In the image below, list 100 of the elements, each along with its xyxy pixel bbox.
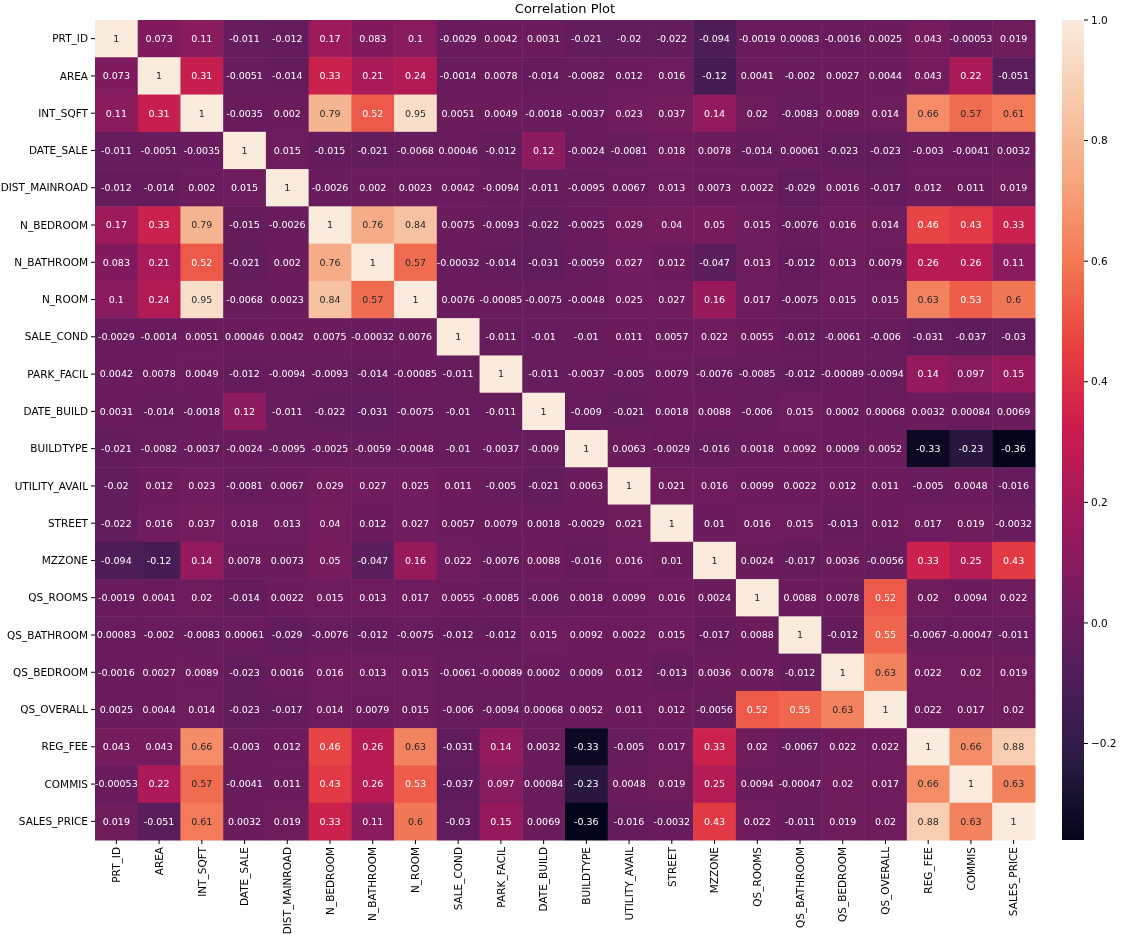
data-label: 0.0078 [142, 368, 176, 380]
data-label: 0.0036 [697, 666, 732, 678]
data-label: -0.0024 [226, 442, 263, 454]
data-label: -0.01 [531, 331, 556, 343]
data-label: 0.79 [319, 107, 341, 119]
data-label: -0.0082 [568, 70, 605, 82]
data-label: 0.0024 [697, 592, 732, 604]
data-label: -0.016 [613, 815, 645, 827]
data-label: 0.012 [829, 480, 857, 492]
x-tick-label: COMMIS [964, 846, 977, 891]
data-label: 0.15 [1003, 368, 1025, 380]
data-label: -0.011 [998, 629, 1029, 641]
data-label: -0.0085 [738, 368, 776, 380]
data-label: -0.023 [827, 144, 859, 156]
data-label: -0.0037 [568, 107, 605, 119]
data-label: 0.022 [743, 815, 771, 827]
data-label: -0.0061 [824, 331, 862, 343]
data-label: 0.012 [914, 182, 942, 194]
data-label: -0.006 [741, 405, 773, 417]
data-label: 0.022 [914, 666, 942, 678]
data-label: 0.12 [533, 144, 555, 156]
data-label: 0.016 [658, 70, 686, 82]
color-bar-label: −0.2 [1091, 737, 1117, 750]
data-label: 0.33 [917, 554, 939, 566]
data-label: 0.043 [914, 70, 942, 82]
y-tick-label: N_ROOM [42, 293, 88, 307]
data-label: 0.0032 [227, 815, 262, 827]
data-label: -0.006 [442, 703, 474, 715]
data-label: 0.31 [191, 70, 213, 82]
data-label: -0.037 [955, 331, 987, 343]
data-label: -0.12 [146, 554, 172, 566]
data-label: 0.0016 [270, 666, 304, 678]
data-label: 1 [156, 70, 163, 82]
data-label: 0.63 [917, 293, 939, 305]
data-label: 1 [626, 480, 633, 492]
data-label: -0.0075 [781, 293, 819, 305]
data-label: 0.79 [191, 219, 213, 231]
data-label: 0.0075 [441, 219, 475, 231]
data-label: 0.02 [960, 666, 982, 678]
color-bar-label: 0.8 [1091, 134, 1108, 147]
data-label: -0.36 [574, 815, 599, 827]
data-label: 0.02 [917, 592, 939, 604]
x-tick-label: QS_ROOMS [750, 846, 764, 907]
data-label: 0.95 [404, 107, 427, 119]
data-label: 0.05 [703, 219, 726, 231]
data-label: 0.46 [917, 219, 939, 231]
data-label: -0.0051 [226, 70, 263, 82]
x-tick-label: QS_OVERALL [879, 846, 893, 915]
data-label: 0.88 [917, 815, 939, 827]
data-label: 0.0031 [527, 32, 561, 44]
data-label: -0.005 [613, 368, 645, 380]
data-label: -0.0032 [995, 517, 1032, 529]
data-label: 1 [967, 778, 974, 790]
data-label: -0.015 [314, 144, 346, 156]
data-label: -0.021 [571, 32, 602, 44]
x-tick-label: N_BEDROOM [323, 847, 337, 915]
data-label: 0.43 [319, 778, 341, 790]
data-label: 0.6 [407, 815, 424, 827]
data-label: -0.0075 [397, 405, 434, 417]
data-label: 1 [326, 219, 334, 231]
data-label: -0.012 [101, 182, 132, 194]
data-label: 0.43 [703, 815, 726, 827]
data-label: 0.0009 [569, 666, 603, 678]
data-label: -0.0014 [140, 331, 178, 343]
data-label: 0.012 [871, 517, 900, 529]
y-tick-label: STREET [47, 516, 89, 529]
data-label: 0.0094 [740, 778, 774, 790]
data-label: 1 [796, 629, 804, 641]
data-label: 0.25 [703, 778, 726, 790]
data-label: 0.016 [829, 219, 857, 231]
data-label: 0.0032 [997, 144, 1031, 156]
data-label: -0.01 [574, 331, 599, 343]
data-label: 0.018 [658, 144, 686, 156]
data-label: -0.0094 [867, 368, 904, 380]
data-label: -0.0032 [653, 815, 691, 827]
x-tick-label: UTILITY_AVAIL [622, 846, 636, 921]
y-tick-label: BUILDTYPE [30, 442, 88, 455]
y-tick-label: UTILITY_AVAIL [14, 479, 89, 493]
data-label: -0.0037 [568, 368, 605, 380]
data-label: 0.016 [615, 554, 643, 566]
data-label: 0.88 [1003, 741, 1025, 753]
data-label: -0.016 [998, 480, 1029, 492]
data-label: -0.051 [143, 815, 175, 827]
data-label: -0.0037 [183, 442, 221, 454]
data-label: 0.025 [401, 480, 430, 492]
data-label: -0.0025 [568, 219, 605, 231]
data-label: -0.0035 [183, 144, 221, 156]
data-label: 0.15 [490, 815, 512, 827]
data-label: 0.76 [319, 256, 341, 268]
data-label: 0.097 [487, 778, 515, 790]
data-label: 0.33 [148, 219, 170, 231]
data-label: 0.55 [789, 703, 811, 715]
data-label: 0.53 [960, 293, 982, 305]
data-label: 1 [754, 592, 761, 604]
data-label: -0.017 [870, 182, 901, 194]
data-label: -0.0085 [482, 592, 520, 604]
data-label: 0.013 [359, 666, 387, 678]
data-label: -0.0029 [568, 517, 605, 529]
data-label: 0.043 [145, 741, 173, 753]
data-label: 0.019 [829, 815, 857, 827]
